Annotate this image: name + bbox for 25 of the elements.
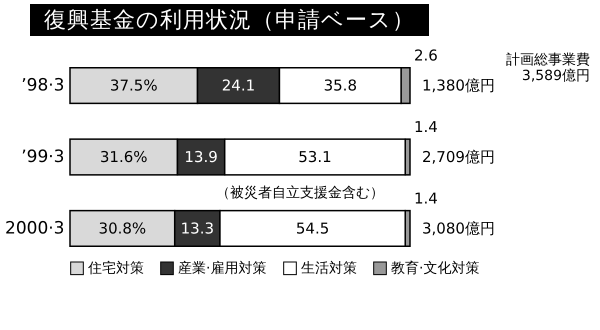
legend-label: 住宅対策 bbox=[87, 260, 144, 276]
data-label: 31.6% bbox=[100, 148, 148, 166]
chart-title: 復興基金の利用状況（申請ベース） bbox=[30, 4, 429, 36]
data-label: 1.4 bbox=[414, 118, 438, 136]
data-label: 1.4 bbox=[414, 189, 438, 208]
data-label: 30.8% bbox=[98, 219, 146, 238]
text: 計画総事業費 3,589億円 bbox=[506, 52, 590, 84]
y-tick-label: 2000·3 bbox=[5, 218, 64, 238]
data-label: 54.5 bbox=[296, 219, 330, 238]
text: 2,709億円 bbox=[422, 148, 495, 166]
data-label: 24.1 bbox=[222, 76, 256, 95]
data-label: 2.6 bbox=[414, 46, 438, 65]
legend-label: 産業·雇用対策 bbox=[178, 260, 266, 276]
data-label: 13.3 bbox=[180, 219, 214, 238]
y-tick-label: ’99·3 bbox=[21, 147, 64, 167]
annotation: （被災者自立支援金含む） bbox=[216, 185, 384, 201]
y-tick-label: ’98·3 bbox=[21, 76, 64, 96]
legend-label: 教育·文化対策 bbox=[391, 259, 480, 276]
data-label: 53.1 bbox=[298, 148, 332, 166]
data-label: 13.9 bbox=[184, 148, 218, 166]
text: 3,080億円 bbox=[422, 219, 495, 238]
data-label: 37.5% bbox=[110, 76, 158, 95]
data-label: 35.8 bbox=[324, 76, 358, 95]
legend-label: 生活対策 bbox=[301, 260, 357, 276]
text: 1,380億円 bbox=[422, 76, 495, 95]
